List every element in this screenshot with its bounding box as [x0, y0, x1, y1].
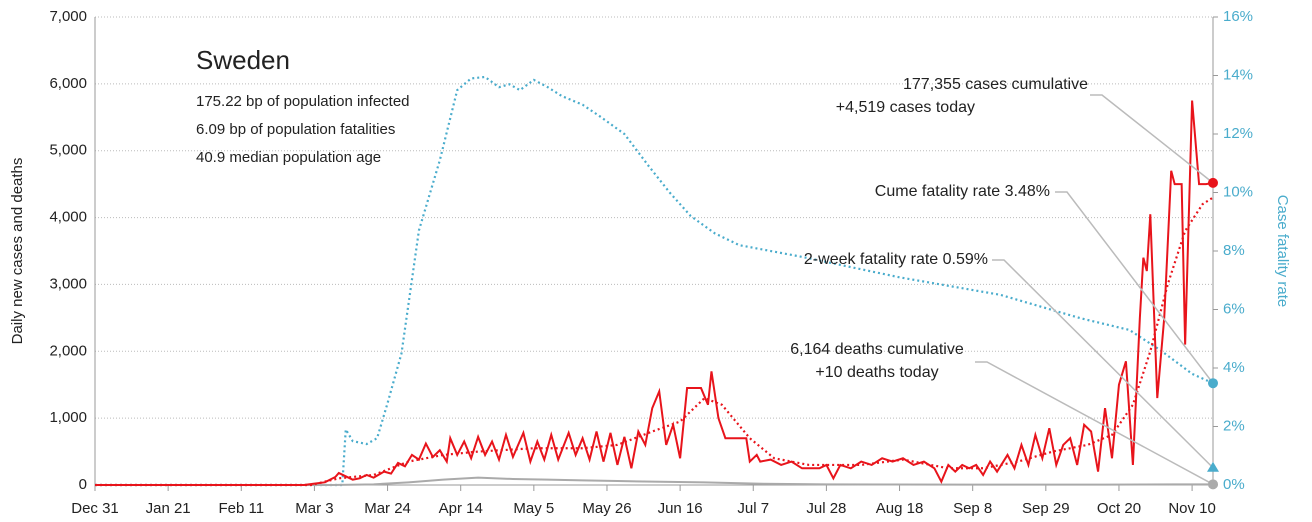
annotation: +10 deaths today [815, 364, 938, 381]
stat-line: 40.9 median population age [196, 149, 381, 166]
x-tick-label: Jul 7 [737, 500, 769, 517]
series-line [95, 476, 1213, 486]
annotation: +4,519 cases today [836, 99, 975, 116]
series-line [95, 196, 1214, 487]
annotation: 177,355 cases cumulative [903, 76, 1088, 93]
y2-tick-label: 2% [1223, 417, 1245, 434]
y2-tick-label: 14% [1223, 66, 1253, 83]
right-axis: 0% 2% 4% 6% 8% 10% 12% 14% 16% [1223, 8, 1253, 493]
x-tick-label: Jul 28 [806, 500, 846, 517]
x-tick-label: May 5 [513, 500, 554, 517]
y-tick-label: 3,000 [49, 275, 87, 292]
y2-tick-label: 10% [1223, 183, 1253, 200]
country-title: Sweden [196, 45, 290, 75]
leader-line [1055, 191, 1214, 384]
annotation: Cume fatality rate 3.48% [875, 183, 1050, 200]
x-tick-label: Jun 16 [658, 500, 703, 517]
y2-tick-label: 6% [1223, 300, 1245, 317]
x-tick-label: Dec 31 [71, 500, 119, 517]
x-tick-label: Aug 18 [876, 500, 924, 517]
annotation: 2-week fatality rate 0.59% [804, 251, 988, 268]
end-marker [1208, 479, 1218, 490]
y2-tick-label: 4% [1223, 359, 1245, 376]
x-tick-label: Sep 8 [953, 500, 992, 517]
y2-tick-label: 8% [1223, 242, 1245, 259]
y-tick-label: 5,000 [49, 142, 87, 159]
y-tick-label: 1,000 [49, 409, 87, 426]
x-tick-label: Nov 10 [1168, 500, 1216, 517]
y-tick-label: 7,000 [49, 8, 87, 25]
y-tick-label: 2,000 [49, 342, 87, 359]
y-tick-label: 0 [79, 476, 87, 493]
leader-line [975, 361, 1214, 485]
y2-axis-label: Case fatality rate [1274, 195, 1291, 308]
y2-tick-label: 12% [1223, 125, 1253, 142]
leader-line [992, 259, 1214, 469]
x-tick-label: Apr 14 [439, 500, 483, 517]
series-line [95, 75, 1214, 487]
y-tick-label: 4,000 [49, 209, 87, 226]
x-tick-label: Oct 20 [1097, 500, 1141, 517]
series-line [95, 100, 1214, 486]
end-marker [1208, 378, 1218, 389]
end-marker [1208, 177, 1218, 188]
two-week-marker [1207, 461, 1219, 472]
stat-line: 6.09 bp of population fatalities [196, 121, 395, 138]
y2-tick-label: 16% [1223, 8, 1253, 25]
y-tick-label: 6,000 [49, 75, 87, 92]
x-tick-label: Jan 21 [146, 500, 191, 517]
y-axis-label: Daily new cases and deaths [9, 158, 26, 345]
stat-line: 175.22 bp of population infected [196, 93, 410, 110]
x-tick-label: Feb 11 [218, 500, 264, 517]
y2-tick-label: 0% [1223, 476, 1245, 493]
x-tick-label: May 26 [582, 500, 631, 517]
leader-line [1090, 94, 1214, 184]
x-tick-label: Mar 24 [364, 500, 411, 517]
x-tick-label: Sep 29 [1022, 500, 1070, 517]
x-tick-label: Mar 3 [295, 500, 333, 517]
annotation: 6,164 deaths cumulative [790, 341, 964, 358]
